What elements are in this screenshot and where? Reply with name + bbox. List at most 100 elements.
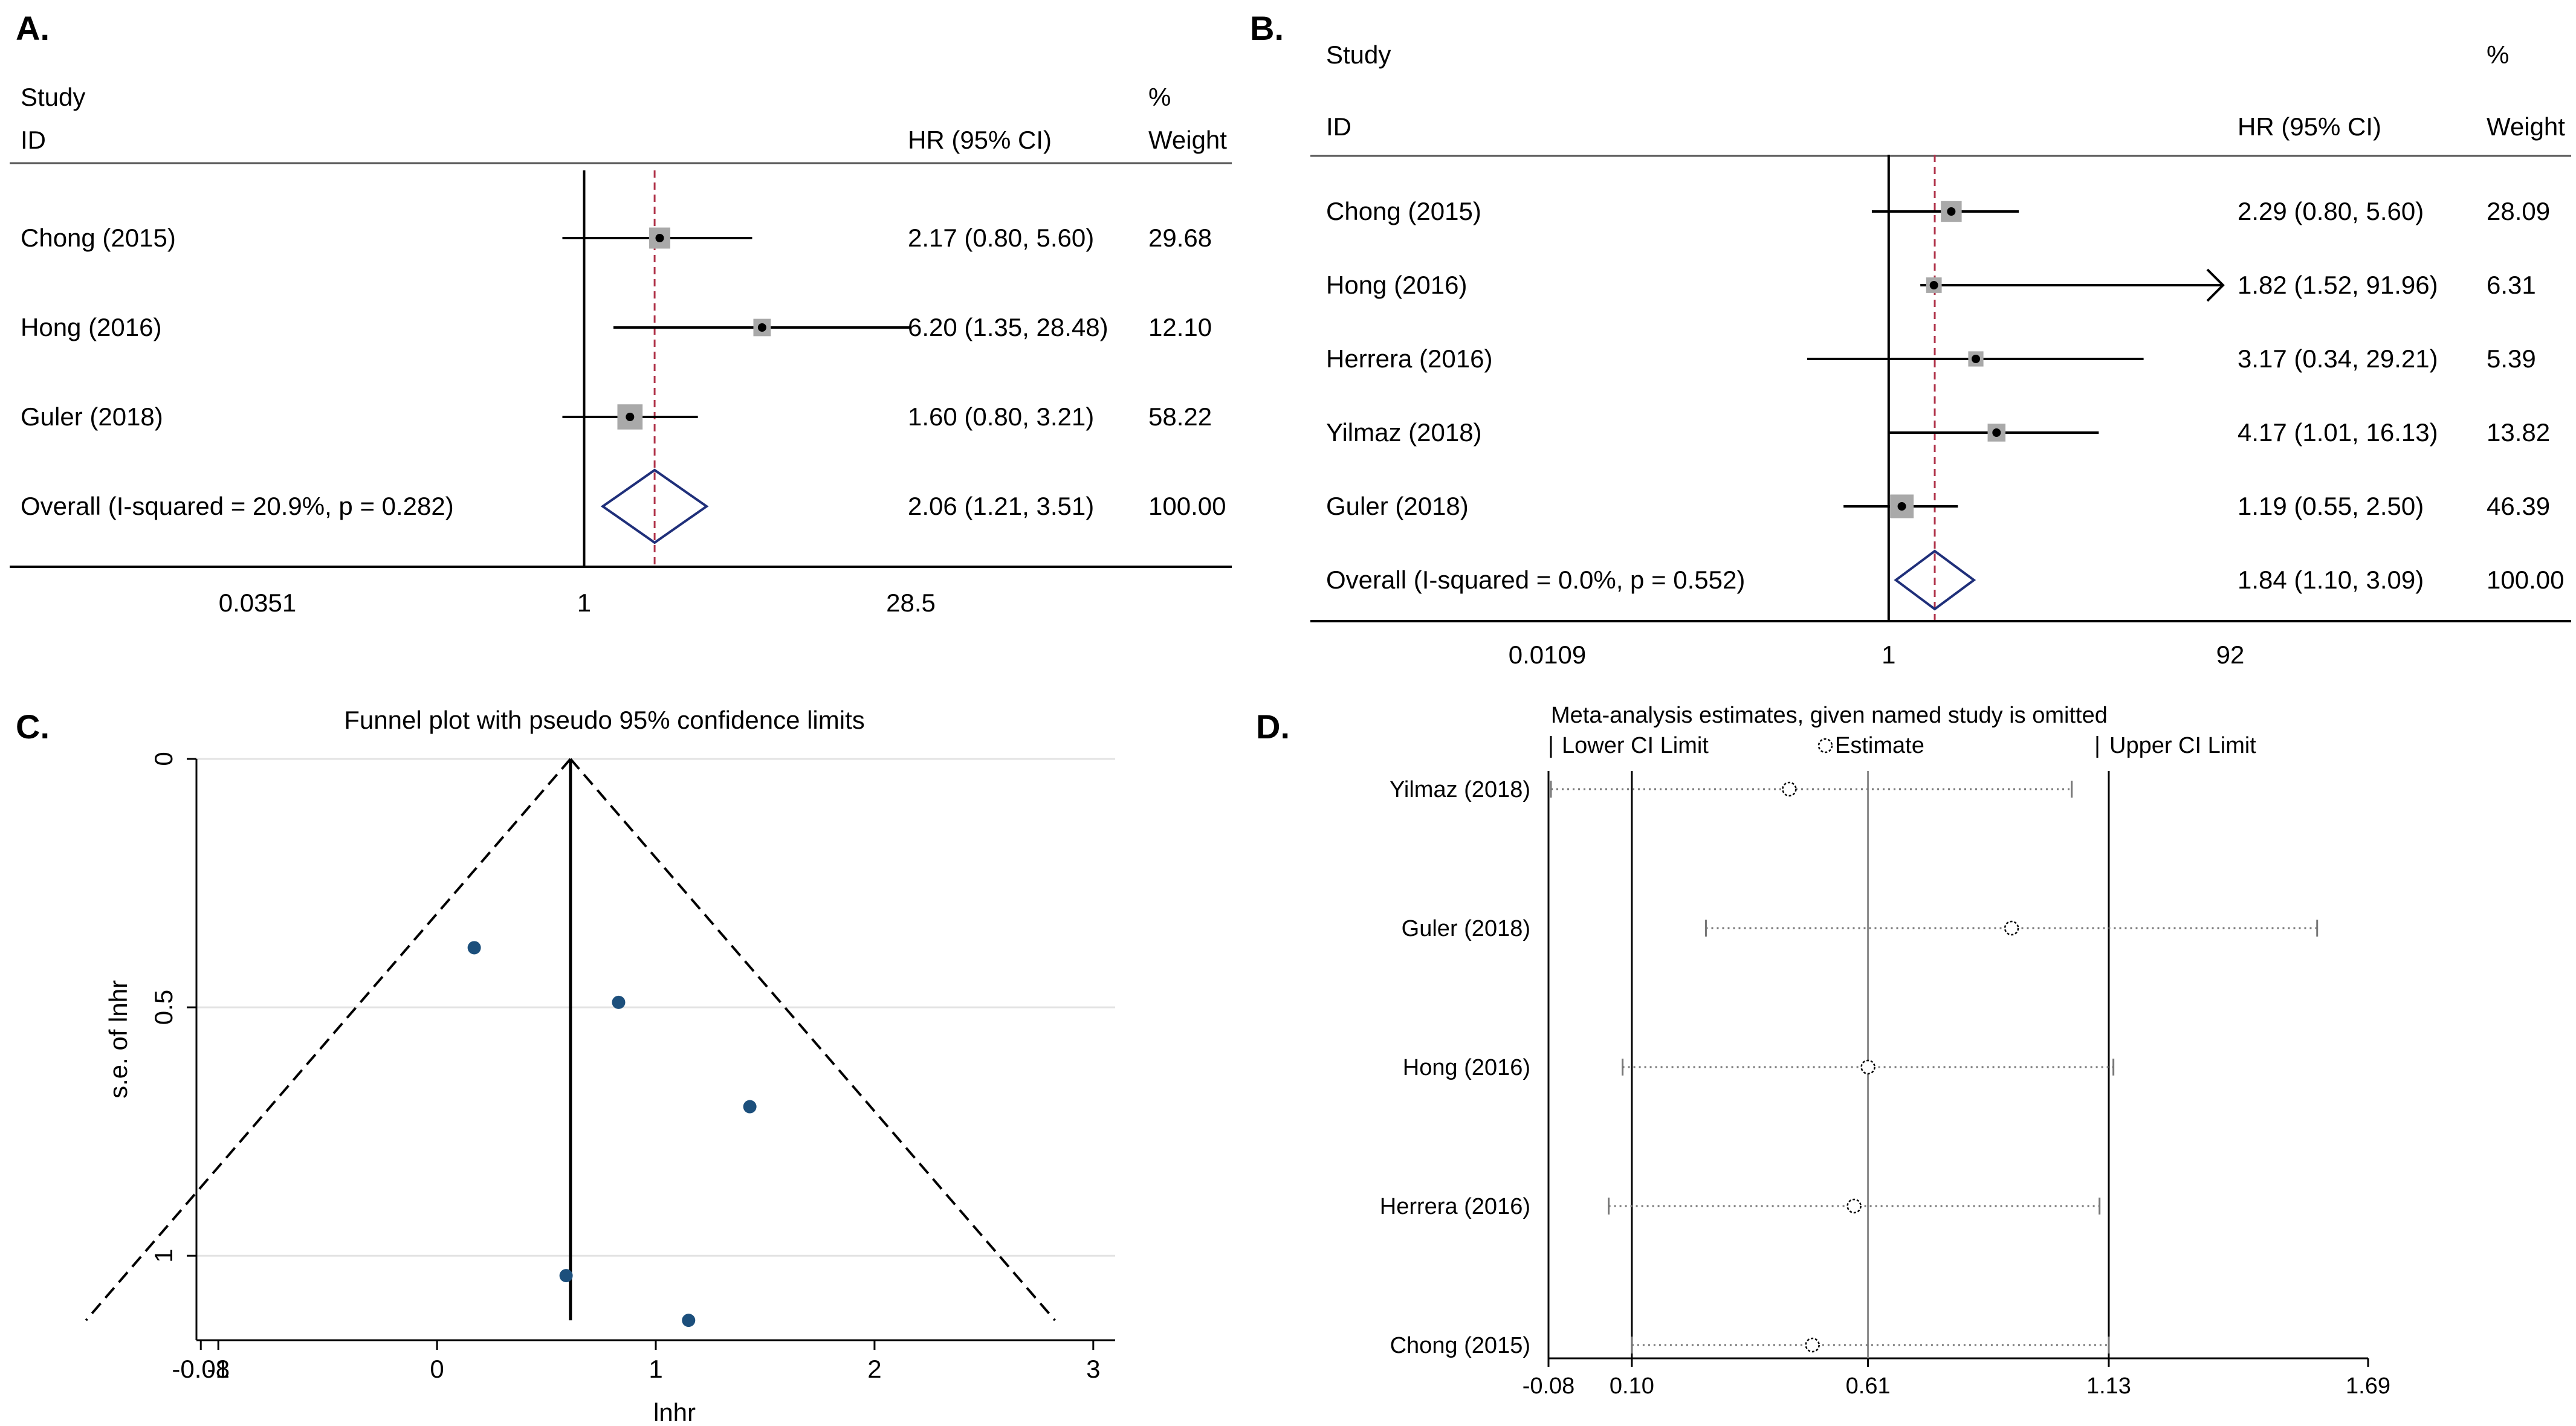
weight-value: 28.09: [2487, 197, 2550, 225]
hr-value: 3.17 (0.34, 29.21): [2238, 344, 2438, 373]
estimate-marker: [2004, 920, 2019, 936]
x-tick-label: 1: [1882, 640, 1895, 669]
funnel-left-limit: [85, 758, 572, 1321]
weight-value: 46.39: [2487, 492, 2550, 520]
study-point: [467, 941, 481, 955]
estimate-marker: [1860, 1059, 1875, 1075]
x-tick-label: 28.5: [886, 589, 936, 617]
study-name: Chong (2015): [1390, 1333, 1530, 1358]
x-tick-label: 0: [430, 1355, 444, 1383]
y-tick-label: 0: [149, 752, 178, 766]
x-tick-label: -1: [207, 1355, 230, 1383]
legend-upper-label: Upper CI Limit: [2109, 733, 2256, 758]
x-tick-label: 92: [2216, 640, 2245, 669]
point-estimate: [1897, 502, 1906, 511]
study-point: [743, 1100, 757, 1114]
panel-d-label: D.: [1256, 708, 1290, 746]
hr-value: 6.20 (1.35, 28.48): [908, 313, 1108, 341]
point-estimate: [757, 323, 766, 332]
ci-arrow: [2206, 268, 2225, 302]
x-axis-label: lnhr: [653, 1398, 696, 1426]
point-estimate: [1992, 428, 2001, 437]
overall-label: Overall (I-squared = 0.0%, p = 0.552): [1326, 566, 1745, 594]
col-weight-header: Weight: [1148, 126, 1227, 154]
x-tick-label: 1: [649, 1355, 662, 1383]
legend-estimate-label: Estimate: [1835, 733, 1924, 758]
y-tick-label: 0.5: [149, 990, 178, 1025]
col-weight-pct-header: %: [1148, 83, 1171, 111]
x-tick-label: -0.08: [1523, 1373, 1575, 1399]
x-tick-label: 0.61: [1846, 1373, 1891, 1399]
weight-value: 12.10: [1148, 313, 1212, 341]
overall-diamond: [600, 468, 709, 544]
x-tick-label: 0.0351: [219, 589, 296, 617]
col-id-header: ID: [21, 126, 46, 154]
hr-value: 1.82 (1.52, 91.96): [2238, 271, 2438, 299]
sensitivity-title: Meta-analysis estimates, given named stu…: [1551, 703, 2108, 728]
hr-value: 1.84 (1.10, 3.09): [2238, 566, 2424, 594]
funnel-plot: C. Funnel plot with pseudo 95% confidenc…: [16, 706, 1115, 1426]
x-tick-label: 1.69: [2346, 1373, 2390, 1399]
study-name: Guler (2018): [1402, 916, 1530, 941]
estimate-marker: [1782, 781, 1797, 797]
study-name: Hong (2016): [21, 313, 161, 341]
study-name: Herrera (2016): [1380, 1194, 1530, 1219]
x-tick-label: 0.0109: [1509, 640, 1586, 669]
study-name: Hong (2016): [1403, 1055, 1530, 1080]
weight-value: 29.68: [1148, 224, 1212, 252]
point-estimate: [655, 234, 664, 242]
study-point: [612, 995, 626, 1009]
col-weight-header: Weight: [2487, 112, 2565, 141]
weight-value: 6.31: [2487, 271, 2536, 299]
study-point: [559, 1269, 573, 1283]
sensitivity-plot: D. Meta-analysis estimates, given named …: [1256, 703, 2390, 1399]
panel-b-label: B.: [1250, 9, 1284, 47]
col-weight-pct-header: %: [2487, 40, 2509, 69]
x-tick-label: 1: [577, 589, 591, 617]
forest-plot-a: A. Study ID HR (95% CI) % Weight Chong (…: [10, 9, 1232, 617]
col-hr-header: HR (95% CI): [908, 126, 1052, 154]
x-tick-label: 1.13: [2086, 1373, 2131, 1399]
hr-value: 1.19 (0.55, 2.50): [2238, 492, 2424, 520]
legend-estimate-marker: [1817, 738, 1833, 753]
x-tick-label: 2: [867, 1355, 881, 1383]
weight-value: 100.00: [2487, 566, 2564, 594]
point-estimate: [1972, 355, 1981, 363]
estimate-marker: [1805, 1337, 1820, 1353]
hr-value: 2.06 (1.21, 3.51): [908, 492, 1094, 520]
x-tick-label: 0.10: [1610, 1373, 1654, 1399]
weight-value: 100.00: [1148, 492, 1226, 520]
panel-c-label: C.: [16, 708, 50, 746]
x-tick-label: 3: [1086, 1355, 1100, 1383]
study-name: Chong (2015): [21, 224, 176, 252]
col-id-header: ID: [1326, 112, 1351, 141]
col-study-header: Study: [21, 83, 85, 111]
col-hr-header: HR (95% CI): [2238, 112, 2381, 141]
study-name: Chong (2015): [1326, 197, 1481, 225]
point-estimate: [1929, 281, 1938, 289]
study-name: Yilmaz (2018): [1326, 418, 1482, 447]
study-name: Herrera (2016): [1326, 344, 1492, 373]
hr-value: 1.60 (0.80, 3.21): [908, 402, 1094, 431]
col-study-header: Study: [1326, 40, 1391, 69]
funnel-right-limit: [569, 758, 1056, 1321]
study-name: Guler (2018): [1326, 492, 1469, 520]
estimate-marker: [1846, 1198, 1862, 1214]
hr-value: 2.29 (0.80, 5.60): [2238, 197, 2424, 225]
overall-label: Overall (I-squared = 20.9%, p = 0.282): [21, 492, 454, 520]
hr-value: 4.17 (1.01, 16.13): [2238, 418, 2438, 447]
study-point: [682, 1314, 696, 1328]
panel-a-label: A.: [16, 9, 50, 47]
point-estimate: [1947, 207, 1956, 216]
overall-diamond: [1894, 549, 1976, 611]
study-name: Hong (2016): [1326, 271, 1467, 299]
weight-value: 58.22: [1148, 402, 1212, 431]
study-name: Yilmaz (2018): [1390, 777, 1530, 802]
hr-value: 2.17 (0.80, 5.60): [908, 224, 1094, 252]
x-tick-label: -0.08: [172, 1355, 230, 1383]
point-estimate: [626, 413, 635, 421]
y-tick-label: 1: [149, 1249, 178, 1263]
y-axis-label: s.e. of lnhr: [104, 980, 132, 1099]
weight-value: 5.39: [2487, 344, 2536, 373]
